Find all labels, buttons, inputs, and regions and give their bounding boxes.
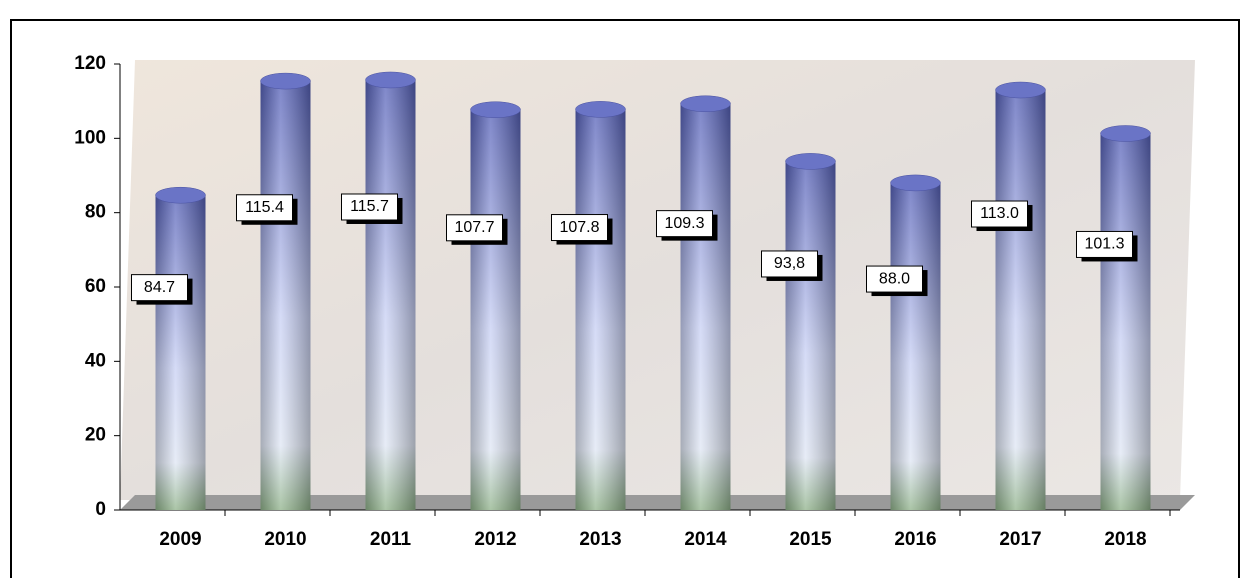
value-label: 88.0 [879, 270, 910, 287]
y-tick-label: 120 [74, 53, 106, 74]
bar-shade [575, 109, 626, 511]
y-tick-label: 80 [85, 202, 106, 223]
y-tick-label: 20 [85, 425, 106, 446]
x-tick-label: 2017 [999, 529, 1041, 550]
value-label: 115.4 [245, 199, 284, 216]
x-tick-label: 2011 [370, 529, 412, 550]
value-label: 107.8 [559, 219, 599, 236]
value-label: 84.7 [144, 279, 175, 296]
label-box [1076, 230, 1133, 258]
x-tick-label: 2013 [579, 529, 621, 550]
bar-top [575, 101, 626, 118]
x-tick-label: 2018 [1104, 529, 1146, 550]
label-box [866, 265, 923, 293]
label-box [761, 250, 818, 278]
y-tick-label: 100 [74, 127, 106, 148]
bar-top [995, 81, 1046, 99]
value-label: 107.7 [454, 219, 494, 236]
bar-shade [890, 182, 941, 510]
value-label: 109.3 [664, 215, 704, 232]
label-box [656, 210, 713, 238]
bar-top [155, 186, 206, 204]
label-box [131, 274, 188, 302]
x-tick-label: 2015 [789, 529, 832, 550]
bar-shade [1100, 133, 1151, 511]
bar-top [470, 101, 521, 118]
bar-shade [995, 90, 1046, 511]
value-label: 115.7 [350, 198, 389, 215]
label-box [446, 214, 503, 242]
x-tick-label: 2016 [894, 529, 936, 550]
bar-shade [785, 161, 836, 511]
label-box [341, 193, 398, 221]
y-tick-label: 40 [85, 350, 106, 371]
frame [10, 19, 1240, 578]
label-box [551, 214, 608, 242]
bar-top [365, 71, 416, 89]
y-tick-label: 60 [85, 276, 106, 297]
bar-top [260, 72, 311, 90]
x-tick-label: 2009 [159, 529, 201, 550]
bar-top [890, 174, 941, 192]
bar-shade [260, 81, 311, 510]
x-tick-label: 2010 [264, 529, 306, 550]
value-label: 113.0 [980, 205, 1019, 222]
value-label: 93,8 [774, 255, 805, 272]
x-tick-label: 2014 [684, 529, 727, 550]
bar-top [1100, 125, 1151, 142]
bar-shade [155, 195, 206, 510]
bar-shade [680, 103, 731, 510]
bar-shade [365, 79, 416, 511]
label-box [971, 200, 1028, 228]
value-label: 101.3 [1084, 236, 1124, 253]
bar-top [680, 95, 731, 113]
label-box [236, 194, 293, 222]
x-tick-label: 2012 [474, 529, 516, 550]
y-tick-label: 0 [95, 499, 106, 520]
bar-top [785, 153, 836, 170]
bar-shade [470, 109, 521, 510]
